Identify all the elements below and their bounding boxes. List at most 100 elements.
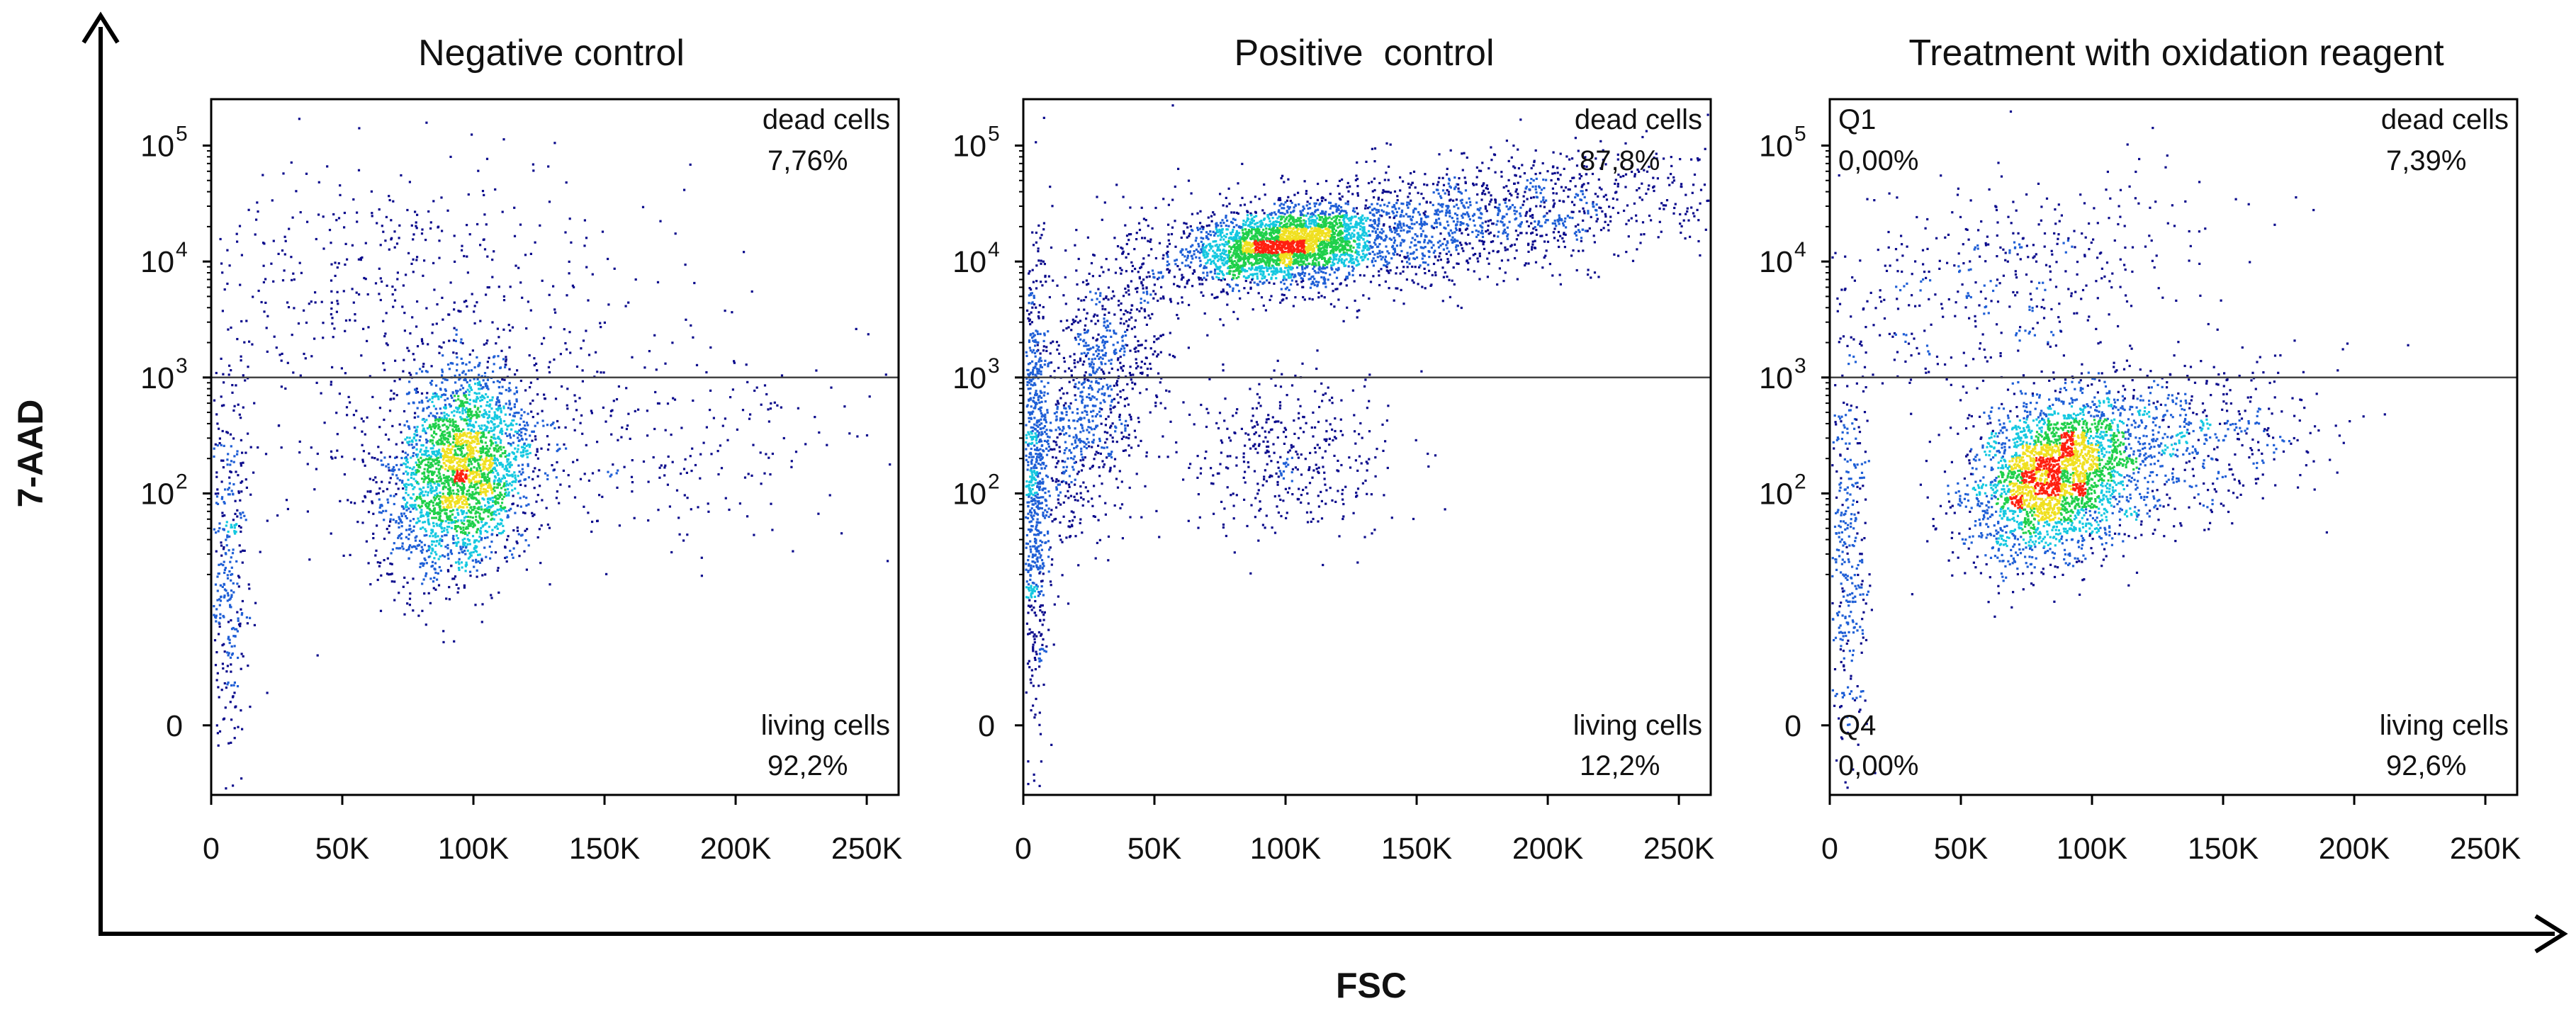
data-point: [218, 437, 221, 440]
data-point: [689, 163, 692, 166]
data-point: [443, 443, 446, 446]
data-point: [505, 491, 507, 494]
data-point: [452, 484, 455, 487]
data-point: [422, 473, 426, 475]
data-point: [471, 485, 474, 488]
data-point: [461, 341, 464, 345]
data-point: [475, 398, 478, 401]
data-point: [1338, 192, 1341, 196]
data-point: [524, 450, 527, 453]
data-point: [265, 327, 268, 329]
data-point: [233, 681, 236, 684]
data-point: [435, 384, 438, 387]
data-point: [238, 576, 241, 579]
data-point: [421, 499, 424, 502]
data-point: [424, 451, 427, 454]
data-point: [1222, 259, 1225, 262]
data-point: [427, 454, 430, 457]
data-point: [512, 458, 515, 461]
data-point: [471, 447, 474, 450]
data-point: [1342, 218, 1345, 221]
data-point: [437, 584, 441, 587]
data-point: [1286, 222, 1289, 225]
data-point: [477, 414, 480, 417]
data-point: [1302, 228, 1305, 231]
data-point: [596, 519, 599, 523]
data-point: [1337, 226, 1339, 229]
data-point: [398, 533, 401, 537]
data-point: [438, 473, 441, 475]
data-point: [382, 490, 385, 493]
data-point: [398, 237, 400, 239]
data-point: [434, 536, 437, 538]
data-point: [460, 402, 463, 405]
data-point: [1301, 232, 1304, 235]
data-point: [467, 509, 470, 512]
data-point: [432, 405, 435, 407]
data-point: [1385, 211, 1388, 214]
data-point: [479, 436, 482, 439]
data-point: [1344, 202, 1347, 205]
data-point: [451, 498, 454, 501]
data-point: [438, 542, 441, 545]
data-point: [1191, 244, 1194, 247]
data-point: [447, 492, 450, 495]
quadrant-label-lower-right: living cells: [761, 710, 890, 741]
data-point: [581, 369, 584, 372]
data-point: [1357, 234, 1360, 237]
data-point: [500, 392, 503, 395]
data-point: [520, 431, 523, 434]
data-point: [439, 395, 442, 398]
data-point: [441, 230, 444, 232]
data-point: [452, 351, 455, 354]
data-point: [481, 484, 485, 487]
data-point: [441, 374, 444, 377]
data-point: [462, 506, 465, 509]
data-point: [495, 514, 497, 516]
data-point: [760, 482, 763, 485]
data-point: [1200, 251, 1203, 254]
data-point: [388, 481, 391, 484]
data-point: [420, 444, 423, 447]
data-point: [230, 460, 233, 463]
data-point: [452, 465, 455, 468]
data-point: [415, 259, 418, 261]
data-point: [492, 370, 495, 373]
data-point: [266, 350, 269, 353]
data-point: [1365, 232, 1368, 235]
data-point: [522, 448, 525, 452]
data-point: [426, 470, 429, 473]
data-point: [653, 334, 656, 337]
data-point: [461, 566, 463, 569]
data-point: [646, 410, 648, 412]
data-point: [240, 320, 243, 323]
data-point: [514, 264, 517, 267]
data-point: [240, 481, 242, 484]
data-point: [427, 477, 430, 480]
data-point: [1205, 251, 1208, 254]
data-point: [476, 378, 479, 380]
data-point: [458, 378, 461, 381]
data-point: [426, 468, 429, 471]
scatter-points: [213, 118, 892, 790]
data-point: [431, 540, 434, 543]
data-point: [828, 494, 831, 497]
data-point: [536, 494, 539, 497]
data-point: [412, 238, 415, 241]
x-tick-label: 200K: [700, 832, 772, 866]
data-point: [468, 390, 471, 393]
data-point: [399, 519, 402, 521]
data-point: [451, 396, 454, 400]
data-point: [480, 482, 483, 485]
data-point: [478, 516, 481, 519]
data-point: [418, 463, 421, 466]
data-point: [497, 522, 500, 525]
data-point: [473, 441, 476, 444]
data-point: [433, 395, 437, 398]
data-point: [432, 436, 435, 439]
data-point: [474, 604, 477, 606]
data-point: [503, 468, 506, 470]
data-point: [243, 514, 246, 517]
data-point: [1306, 252, 1309, 255]
data-point: [440, 412, 443, 414]
